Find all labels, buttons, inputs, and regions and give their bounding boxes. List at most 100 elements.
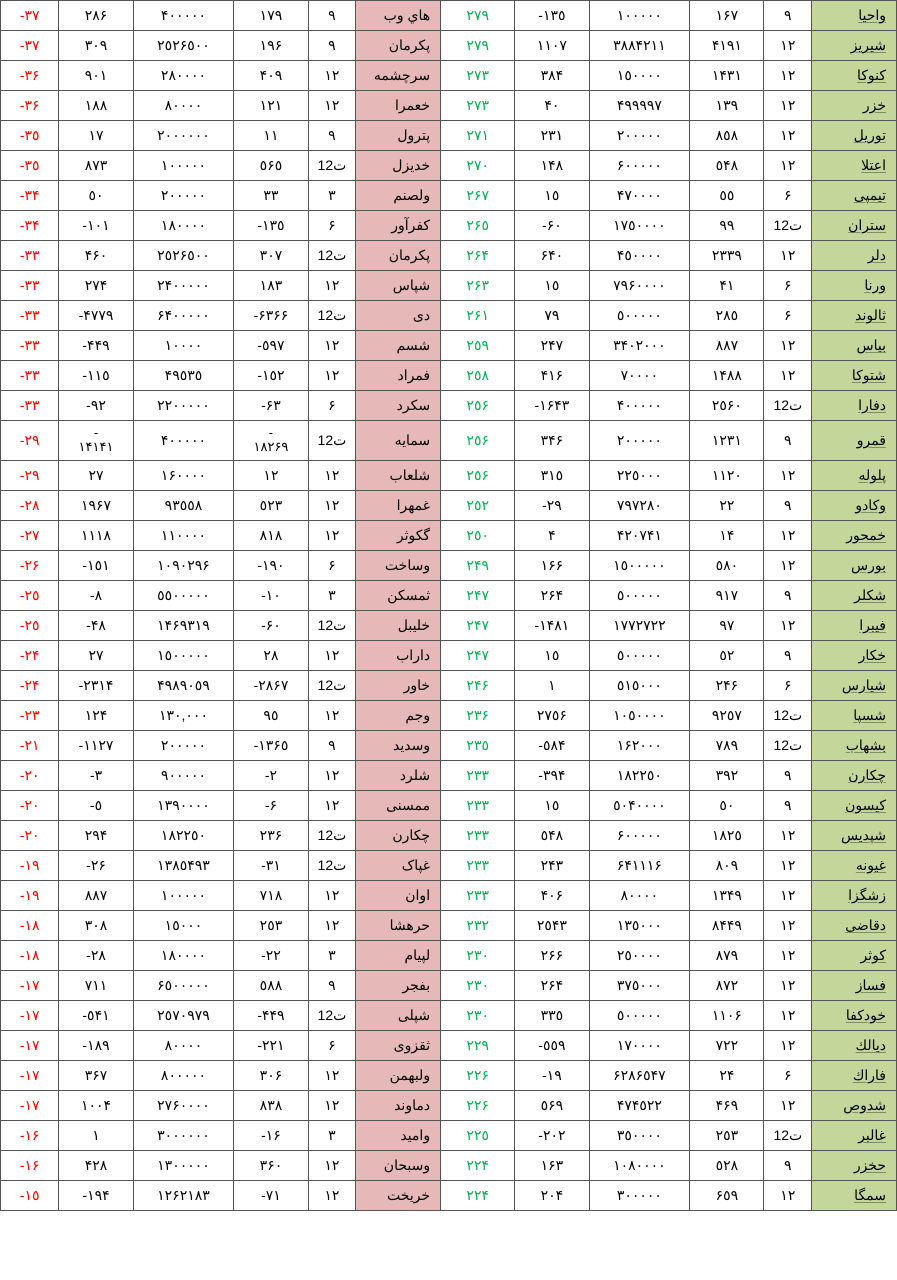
stock-name-mid: سمايه	[356, 421, 441, 461]
col-period-right: ١٢	[764, 850, 812, 880]
col-val3-right: -١٩	[515, 1060, 589, 1090]
col-green-right: ٢٢٥	[441, 1120, 515, 1150]
col-green-right: ٢٧٣	[441, 91, 515, 121]
col-val3-left: ٢٧۴	[59, 271, 133, 301]
col-period-right: ١٢	[764, 550, 812, 580]
col-period-left: ت12	[308, 1000, 356, 1030]
col-val3-left: -۴٧٧٩	[59, 301, 133, 331]
col-val1-right: ٨٨٧	[690, 331, 764, 361]
col-red-left: -١٨	[1, 910, 59, 940]
col-val2-right: ۶٢٨۶٥۴٧	[589, 1060, 690, 1090]
stock-name-mid: حرهشا	[356, 910, 441, 940]
table-row: شكلر٩٩١٧٥٠٠٠٠٠٢۶۴٢۴٧ثمسکن٣-١٠٥٥٠٠٠٠٠-٨-٢…	[1, 580, 897, 610]
col-period-left: ت12	[308, 850, 356, 880]
col-period-left: ت12	[308, 301, 356, 331]
col-period-right: ١٢	[764, 820, 812, 850]
col-period-right: ١٢	[764, 910, 812, 940]
col-period-right: ٩	[764, 760, 812, 790]
col-val3-left: ٢٧	[59, 460, 133, 490]
stock-name-mid: فمراد	[356, 361, 441, 391]
col-period-right: ١٢	[764, 1180, 812, 1210]
stock-name-right: دلر	[812, 241, 897, 271]
table-row: واحيا٩١۶٧١٠٠٠٠٠-١٣٥٢٧٩هاي وب٩١٧٩۴٠٠٠٠٠٢٨…	[1, 1, 897, 31]
col-period-right: ١٢	[764, 61, 812, 91]
col-val2-right: ٥٠٠٠٠٠	[589, 640, 690, 670]
col-red-left: -٢١	[1, 730, 59, 760]
stock-name-right: دفارا	[812, 391, 897, 421]
col-period-right: ۶	[764, 301, 812, 331]
col-red-left: -٣۴	[1, 211, 59, 241]
stock-name-right: غيونه	[812, 850, 897, 880]
col-val3-right: ٣۴۶	[515, 421, 589, 461]
col-period-right: ۶	[764, 271, 812, 301]
col-val1-left: ٨١٨	[234, 520, 308, 550]
stock-name-right: كنوكا	[812, 61, 897, 91]
stock-name-mid: ولبهمن	[356, 1060, 441, 1090]
stock-name-right: غالبر	[812, 1120, 897, 1150]
stock-name-mid: پکرمان	[356, 31, 441, 61]
col-val2-right: ۶٠٠٠٠٠	[589, 151, 690, 181]
col-val2-right: ٥٠٠٠٠٠	[589, 301, 690, 331]
col-period-left: ١٢	[308, 1090, 356, 1120]
col-green-right: ٢٢٩	[441, 1030, 515, 1060]
col-val2-right: ۴٥٠٠٠٠	[589, 241, 690, 271]
col-val1-right: ٨۴۴٩	[690, 910, 764, 940]
col-val1-right: ٥٨٠	[690, 550, 764, 580]
col-green-right: ٢٧٩	[441, 31, 515, 61]
stock-name-mid: چکارن	[356, 820, 441, 850]
col-val3-right: ١٥	[515, 271, 589, 301]
col-period-right: ١٢	[764, 1030, 812, 1060]
col-val3-right: ۴١۶	[515, 361, 589, 391]
table-row: چكارن٩٣٩٢١٨٢٢٥٠-٣٩۴٢٣٣شلرد١٢-٢٩٠٠٠٠٠-٣-٢…	[1, 760, 897, 790]
col-val1-left: ١١	[234, 121, 308, 151]
col-green-right: ٢۴٩	[441, 550, 515, 580]
stock-name-mid: خاور	[356, 670, 441, 700]
stock-name-mid: خعمرا	[356, 91, 441, 121]
col-val3-right: -٣٩۴	[515, 760, 589, 790]
table-row: شپديس١٢١٨٢٥۶٠٠٠٠٠٥۴٨٢٣٣چکارنت12٢٣۶١٨٢٢٥٠…	[1, 820, 897, 850]
stock-name-right: ورنا	[812, 271, 897, 301]
stock-name-right: حخزر	[812, 1150, 897, 1180]
stock-name-right: شيارس	[812, 670, 897, 700]
table-row: ثالوند۶٢٨٥٥٠٠٠٠٠٧٩٢۶١دىت12-۶٣۶۶۶۴٠٠٠٠٠-۴…	[1, 301, 897, 331]
col-green-right: ٢٢۴	[441, 1180, 515, 1210]
col-red-left: -١٩	[1, 880, 59, 910]
stock-name-right: شدوص	[812, 1090, 897, 1120]
stock-name-right: سمگا	[812, 1180, 897, 1210]
col-green-right: ٢۶٥	[441, 211, 515, 241]
col-val2-left: ١۶٠٠٠٠	[133, 460, 234, 490]
col-green-right: ٢٥٨	[441, 361, 515, 391]
col-val1-right: ١١٠۶	[690, 1000, 764, 1030]
col-red-left: -٣٧	[1, 31, 59, 61]
stock-name-right: ستران	[812, 211, 897, 241]
col-val2-left: ١٢۶٢١٨٣	[133, 1180, 234, 1210]
col-red-left: -٣٣	[1, 271, 59, 301]
col-period-right: ١٢	[764, 940, 812, 970]
table-row: شيارس۶٢۴۶٥١٥٠٠٠١٢۴۶خاورت12-٢٨۶٧۴٩٨٩٠٥٩-٢…	[1, 670, 897, 700]
stock-name-mid: دى	[356, 301, 441, 331]
col-val3-right: -٢٠٢	[515, 1120, 589, 1150]
col-val1-right: ٧٢٢	[690, 1030, 764, 1060]
col-val1-left: ١٨٣	[234, 271, 308, 301]
col-val2-right: ١٧٧٢٧٢٢	[589, 610, 690, 640]
col-period-left: ۶	[308, 211, 356, 241]
col-val2-right: ١٥٠٠٠٠٠	[589, 550, 690, 580]
col-period-left: ١٢	[308, 760, 356, 790]
stock-name-mid: داراب	[356, 640, 441, 670]
col-period-left: ١٢	[308, 271, 356, 301]
col-val3-left: ٣٠٨	[59, 910, 133, 940]
col-val3-left: ٣۶٧	[59, 1060, 133, 1090]
col-period-left: ٩	[308, 970, 356, 1000]
col-val2-left: ۴٠٠٠٠٠	[133, 1, 234, 31]
table-row: توريل١٢٨٥٨٢٠٠٠٠٠٢٣١٢٧١پترول٩١١٢٠٠٠٠٠٠١٧-…	[1, 121, 897, 151]
col-val1-left: -۴۴٩	[234, 1000, 308, 1030]
col-val2-left: ٩٠٠٠٠٠	[133, 760, 234, 790]
col-val2-left: ٢۴٠٠٠٠٠	[133, 271, 234, 301]
col-val2-left: ٢٥٧٠٩٧٩	[133, 1000, 234, 1030]
col-val2-left: ٨٠٠٠٠	[133, 91, 234, 121]
col-val2-right: ٣٥٠٠٠٠	[589, 1120, 690, 1150]
col-val3-left: -١٨٩	[59, 1030, 133, 1060]
col-val2-left: ٨٠٠٠٠	[133, 1030, 234, 1060]
col-period-left: ١٢	[308, 490, 356, 520]
col-val1-left: ١٧٩	[234, 1, 308, 31]
